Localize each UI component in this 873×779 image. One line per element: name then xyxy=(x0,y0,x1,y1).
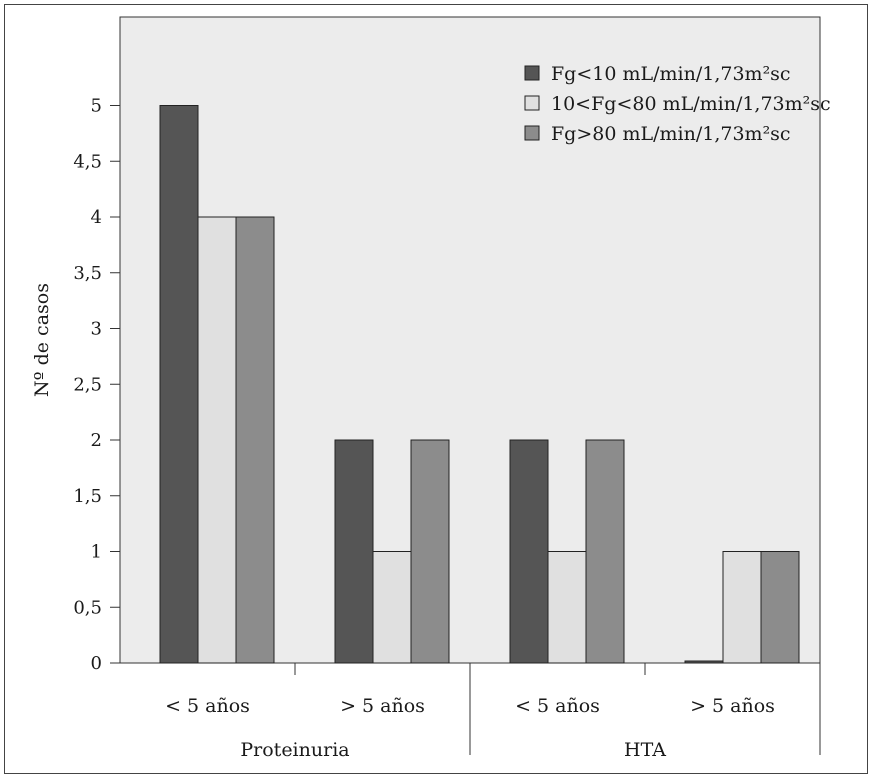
bar xyxy=(159,105,199,664)
y-tick-label: 3 xyxy=(91,319,102,340)
y-tick-label: 5 xyxy=(91,96,102,117)
y-tick-label: 1,5 xyxy=(73,486,102,507)
y-tick-label: 2,5 xyxy=(73,374,102,395)
group-label: Proteinuria xyxy=(240,739,349,761)
y-tick-label: 1 xyxy=(91,542,102,563)
y-tick-label: 0 xyxy=(91,653,102,674)
legend-swatch xyxy=(524,95,540,111)
y-tick-label: 4,5 xyxy=(73,151,102,172)
legend-label: Fg<10 mL/min/1,73m²sc xyxy=(551,63,791,85)
group-label: HTA xyxy=(624,739,666,761)
bar xyxy=(509,439,549,664)
bar xyxy=(410,439,450,664)
bar xyxy=(722,551,762,664)
bar xyxy=(684,660,724,664)
bar xyxy=(547,551,587,664)
legend-swatch xyxy=(524,125,540,141)
x-category-label: < 5 años xyxy=(165,695,250,717)
x-category-label: > 5 años xyxy=(690,695,775,717)
y-tick-label: 0,5 xyxy=(73,597,102,618)
bar xyxy=(372,551,412,664)
x-category-label: < 5 años xyxy=(515,695,600,717)
y-tick-label: 2 xyxy=(91,430,102,451)
bar xyxy=(235,216,275,664)
y-tick-label: 4 xyxy=(91,207,102,228)
y-axis-label: Nº de casos xyxy=(31,283,53,397)
y-tick-label: 3,5 xyxy=(73,263,102,284)
legend-label: Fg>80 mL/min/1,73m²sc xyxy=(551,123,791,145)
x-category-label: > 5 años xyxy=(340,695,425,717)
bar xyxy=(197,216,237,664)
bar xyxy=(760,551,800,664)
bar xyxy=(585,439,625,664)
bar xyxy=(334,439,374,664)
legend-label: 10<Fg<80 mL/min/1,73m²sc xyxy=(551,93,831,115)
legend-swatch xyxy=(524,65,540,81)
